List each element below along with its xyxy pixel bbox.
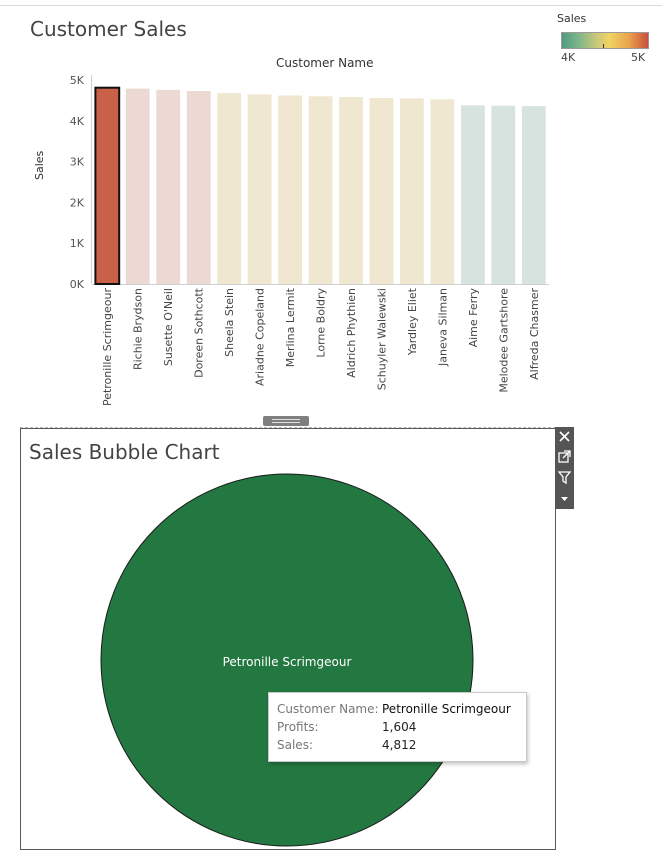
bar-alfreda-chasmer[interactable] (521, 106, 546, 284)
tooltip-sales-key: Sales: (277, 738, 313, 752)
bar-yardley-eliet[interactable] (400, 98, 424, 285)
y-tick-label: 1K (70, 237, 85, 250)
top-divider (0, 5, 662, 6)
bar-doreen-sothcott[interactable] (186, 91, 211, 284)
tooltip-profits-key: Profits: (277, 720, 319, 734)
bubble-label: Petronille Scrimgeour (223, 655, 352, 669)
x-axis-title: Customer Name (276, 56, 374, 70)
customer-sales-bar-chart[interactable]: 0K 1K 2K 3K 4K 5K Petronille Scrimgeour Richie … (0, 70, 662, 420)
x-tick-label: Merlina Lermit (284, 287, 297, 367)
x-tick-label: Yardley Eliet (406, 287, 419, 356)
y-tick-label: 0K (70, 278, 85, 291)
panel-border (20, 427, 556, 428)
x-tick-label: Schuyler Walewski (375, 288, 388, 390)
tooltip-customer-key: Customer Name: (277, 702, 379, 716)
x-tick-label: Lorne Boldry (315, 288, 328, 358)
y-tick-label: 2K (70, 196, 85, 209)
worksheet-toolbar (555, 427, 574, 509)
chevron-down-icon[interactable] (555, 489, 574, 508)
x-tick-label: Aime Ferry (467, 288, 480, 348)
legend-min-label: 4K (561, 51, 576, 64)
tooltip-sales-value: 4,812 (382, 738, 417, 752)
bar-susette-o-neil[interactable] (156, 89, 181, 284)
tooltip-customer-value: Petronille Scrimgeour (382, 702, 511, 716)
bar-melodee-gartshore[interactable] (491, 105, 516, 284)
bar-lorne-boldry[interactable] (308, 96, 333, 284)
popout-icon[interactable] (555, 447, 574, 466)
filter-icon[interactable] (555, 468, 574, 487)
x-tick-label: Petronille Scrimgeour (101, 288, 114, 407)
y-tick-label: 3K (70, 156, 85, 169)
x-tick-label: Aldrich Phythien (345, 288, 358, 378)
y-tick-label: 5K (70, 74, 85, 87)
bar-sheela-stein[interactable] (217, 93, 241, 284)
bar-schuyler-walewski[interactable] (369, 98, 394, 284)
tooltip: Customer Name: Petronille Scrimgeour Prof… (268, 692, 527, 762)
bar-aldrich-phythien[interactable] (339, 97, 363, 284)
legend-title: Sales (557, 12, 587, 25)
bubble-chart-title: Sales Bubble Chart (29, 440, 220, 464)
x-tick-label: Ariadne Copeland (254, 288, 267, 386)
bar-aime-ferry[interactable] (461, 105, 485, 284)
y-tick-label: 4K (70, 115, 85, 128)
close-icon[interactable] (555, 427, 574, 446)
color-legend-bar[interactable] (561, 32, 649, 49)
x-tick-label: Sheela Stein (223, 288, 236, 357)
x-tick-label: Janeva Silman (436, 288, 449, 367)
bar-petronille-scrimgeour[interactable] (94, 86, 121, 286)
tooltip-profits-value: 1,604 (382, 720, 417, 734)
x-tick-label: Susette O'Neil (162, 288, 175, 366)
x-tick-label: Richie Brydson (132, 288, 145, 370)
x-tick-label: Melodee Gartshore (497, 288, 510, 393)
x-tick-label: Alfreda Chasmer (528, 288, 541, 380)
legend-marker (603, 44, 604, 48)
x-tick-label: Doreen Sothcott (193, 287, 206, 378)
bar-richie-brydson[interactable] (125, 88, 150, 284)
customer-sales-title: Customer Sales (30, 17, 187, 41)
bar-ariadne-copeland[interactable] (247, 94, 272, 284)
legend-max-label: 5K (631, 51, 646, 64)
bar-merlina-lermit[interactable] (278, 95, 302, 285)
bar-janeva-silman[interactable] (430, 99, 455, 284)
panel-resize-handle[interactable] (263, 416, 309, 426)
